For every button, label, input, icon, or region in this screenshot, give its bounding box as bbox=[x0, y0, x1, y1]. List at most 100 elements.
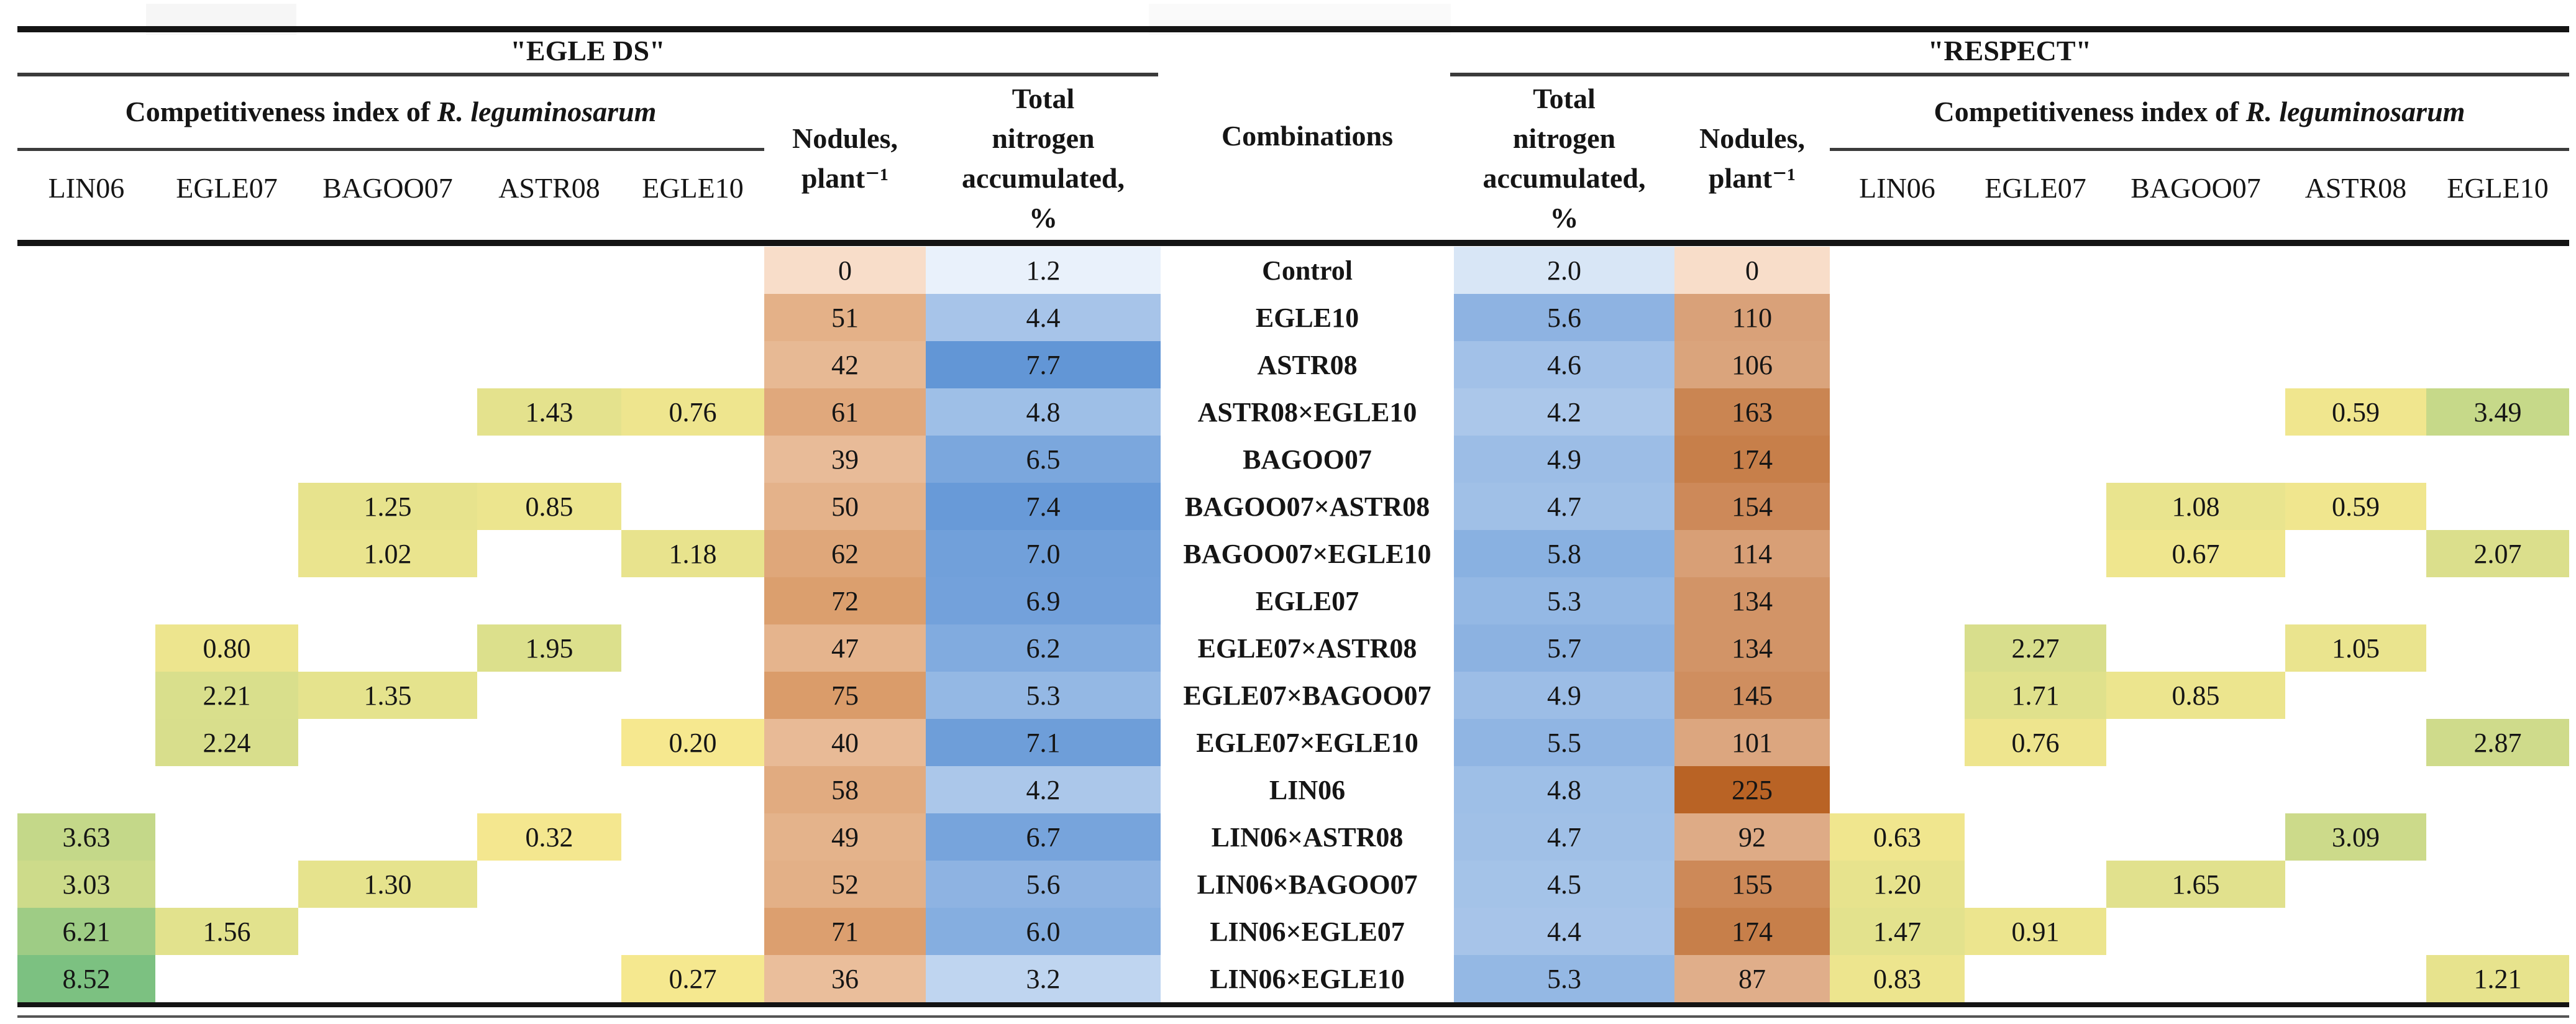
ci-cell-right-egle10 bbox=[2426, 341, 2569, 388]
ci-cell-right-egle07 bbox=[1965, 436, 2106, 483]
table-row: 1.02 1.18 62 7.0 BAGOO07×EGLE10 5.8 114 … bbox=[17, 530, 2569, 577]
ci-cell-right-lin06 bbox=[1830, 247, 1965, 294]
ci-cell-right-astr08: 1.05 bbox=[2285, 624, 2426, 672]
combination-label: LIN06×BAGOO07 bbox=[1197, 869, 1418, 900]
table-row: 3.63 0.32 49 6.7 LIN06×ASTR08 4.7 92 0.6… bbox=[17, 813, 2569, 861]
table-row: 6.21 1.56 71 6.0 LIN06×EGLE07 4.4 174 1.… bbox=[17, 908, 2569, 955]
ci-cell-right-egle10 bbox=[2426, 436, 2569, 483]
nitrogen-cell-right: 4.4 bbox=[1454, 908, 1674, 955]
ci-cell-left-astr08 bbox=[477, 577, 621, 624]
nodules-cell-right: 106 bbox=[1674, 341, 1830, 388]
combination-label: EGLE07 bbox=[1255, 585, 1359, 616]
ci-cell-left-astr08: 1.43 bbox=[477, 388, 621, 436]
ci-cell-left-bagoo07 bbox=[298, 719, 477, 766]
ci-cell-left-lin06 bbox=[17, 483, 155, 530]
ci-cell-right-astr08 bbox=[2285, 247, 2426, 294]
ci-cell-left-egle10: 0.27 bbox=[621, 955, 764, 1002]
ci-cell-right-egle07 bbox=[1965, 861, 2106, 908]
combination-label: ASTR08 bbox=[1257, 349, 1358, 380]
nitrogen-cell-left: 7.1 bbox=[926, 719, 1161, 766]
ci-cell-left-lin06 bbox=[17, 624, 155, 672]
table-row: 8.52 0.27 36 3.2 LIN06×EGLE10 5.3 87 0.8… bbox=[17, 955, 2569, 1002]
ci-cell-left-egle07 bbox=[155, 294, 298, 341]
header-bottom-border bbox=[17, 240, 2569, 246]
ci-cell-right-egle10: 2.07 bbox=[2426, 530, 2569, 577]
column-header-strain: BAGOO07 bbox=[2131, 172, 2261, 204]
nitrogen-cell-right: 4.7 bbox=[1454, 813, 1674, 861]
ci-cell-right-bagoo07 bbox=[2106, 436, 2285, 483]
column-header-strain: BAGOO07 bbox=[322, 172, 453, 204]
ci-cell-right-lin06 bbox=[1830, 577, 1965, 624]
ci-cell-left-astr08 bbox=[477, 908, 621, 955]
cultivar-title-right: "RESPECT" bbox=[1450, 31, 2569, 71]
column-header-strain: EGLE10 bbox=[2447, 172, 2549, 204]
ci-cell-left-egle10 bbox=[621, 624, 764, 672]
combination-label: BAGOO07 bbox=[1243, 444, 1372, 475]
ci-cell-left-egle10 bbox=[621, 294, 764, 341]
ci-cell-left-lin06 bbox=[17, 766, 155, 813]
nodules-cell-right: 174 bbox=[1674, 908, 1830, 955]
column-header-nodules-right: Nodules, plant⁻¹ bbox=[1699, 122, 1805, 194]
column-header-nitrogen-right: Total nitrogen accumulated,% bbox=[1482, 83, 1646, 234]
nodules-cell-left: 75 bbox=[764, 672, 926, 719]
ci-cell-left-astr08 bbox=[477, 861, 621, 908]
table-row: 2.21 1.35 75 5.3 EGLE07×BAGOO07 4.9 145 … bbox=[17, 672, 2569, 719]
ci-cell-left-egle10 bbox=[621, 861, 764, 908]
cultivar-title-left: "EGLE DS" bbox=[17, 31, 1158, 71]
ci-cell-left-egle07 bbox=[155, 955, 298, 1002]
nodules-cell-right: 174 bbox=[1674, 436, 1830, 483]
combination-label: LIN06×ASTR08 bbox=[1211, 821, 1404, 853]
ci-cell-left-egle07 bbox=[155, 483, 298, 530]
table-row: 3.03 1.30 52 5.6 LIN06×BAGOO07 4.5 155 1… bbox=[17, 861, 2569, 908]
nodules-cell-left: 52 bbox=[764, 861, 926, 908]
ci-cell-right-lin06 bbox=[1830, 766, 1965, 813]
nitrogen-cell-right: 4.7 bbox=[1454, 483, 1674, 530]
column-header-strain: EGLE07 bbox=[1985, 172, 2086, 204]
nitrogen-cell-right: 5.6 bbox=[1454, 294, 1674, 341]
ci-cell-left-bagoo07 bbox=[298, 247, 477, 294]
ci-cell-right-egle10 bbox=[2426, 908, 2569, 955]
nitrogen-cell-left: 6.0 bbox=[926, 908, 1161, 955]
ci-cell-right-egle07: 1.71 bbox=[1965, 672, 2106, 719]
nitrogen-cell-left: 5.6 bbox=[926, 861, 1161, 908]
ci-cell-left-egle10: 0.20 bbox=[621, 719, 764, 766]
ci-cell-left-egle07 bbox=[155, 813, 298, 861]
ci-cell-right-egle07: 0.76 bbox=[1965, 719, 2106, 766]
nodules-cell-left: 51 bbox=[764, 294, 926, 341]
nodules-cell-left: 62 bbox=[764, 530, 926, 577]
ci-cell-left-egle07 bbox=[155, 247, 298, 294]
ci-cell-left-egle10 bbox=[621, 341, 764, 388]
ci-cell-left-astr08 bbox=[477, 247, 621, 294]
ci-cell-right-lin06 bbox=[1830, 294, 1965, 341]
ci-cell-left-lin06: 8.52 bbox=[17, 955, 155, 1002]
column-header-strain: ASTR08 bbox=[498, 172, 600, 204]
ci-cell-right-egle07 bbox=[1965, 577, 2106, 624]
ci-cell-right-bagoo07 bbox=[2106, 813, 2285, 861]
column-header-strain: LIN06 bbox=[48, 172, 125, 204]
nodules-cell-right: 101 bbox=[1674, 719, 1830, 766]
ci-cell-left-egle10 bbox=[621, 436, 764, 483]
ci-cell-left-astr08 bbox=[477, 672, 621, 719]
combination-label: ASTR08×EGLE10 bbox=[1197, 396, 1417, 427]
nodules-cell-right: 0 bbox=[1674, 247, 1830, 294]
cultivar-underline-right bbox=[1450, 73, 2569, 76]
ci-cell-right-bagoo07 bbox=[2106, 908, 2285, 955]
ci-cell-left-bagoo07 bbox=[298, 294, 477, 341]
nitrogen-cell-left: 4.2 bbox=[926, 766, 1161, 813]
ci-cell-right-astr08 bbox=[2285, 766, 2426, 813]
competitiveness-underline-right bbox=[1830, 148, 2569, 151]
ci-cell-right-egle10 bbox=[2426, 483, 2569, 530]
nodules-cell-left: 49 bbox=[764, 813, 926, 861]
ci-cell-left-egle07 bbox=[155, 388, 298, 436]
ci-cell-left-egle07 bbox=[155, 861, 298, 908]
ci-cell-left-egle10: 0.76 bbox=[621, 388, 764, 436]
nodules-cell-left: 39 bbox=[764, 436, 926, 483]
ci-cell-left-bagoo07 bbox=[298, 341, 477, 388]
competitiveness-header-left-label: Competitiveness index of R. leguminosaru… bbox=[125, 96, 657, 127]
ci-cell-right-astr08 bbox=[2285, 294, 2426, 341]
ci-cell-left-egle07: 1.56 bbox=[155, 908, 298, 955]
nitrogen-cell-right: 5.8 bbox=[1454, 530, 1674, 577]
ci-cell-right-egle10 bbox=[2426, 577, 2569, 624]
ci-cell-right-egle07 bbox=[1965, 388, 2106, 436]
ci-cell-left-egle07: 2.24 bbox=[155, 719, 298, 766]
